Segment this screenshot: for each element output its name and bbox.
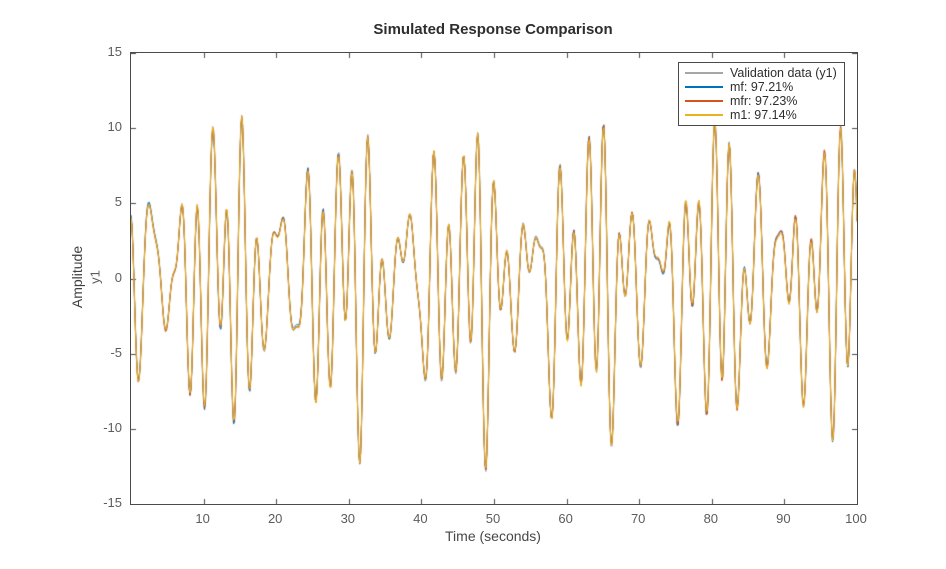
x-tick-label: 90 <box>776 511 791 526</box>
legend-line-swatch <box>685 72 723 74</box>
y-tick-label: -10 <box>103 419 122 435</box>
y-axis-label: Amplitude <box>69 245 85 309</box>
legend-label: mfr: 97.23% <box>730 94 798 108</box>
y-tick-label: -5 <box>110 344 122 360</box>
x-tick-label: 30 <box>340 511 356 526</box>
y-tick-label: 15 <box>107 44 122 59</box>
legend-item: m1: 97.14% <box>685 108 838 122</box>
x-axis-label: Time (seconds) <box>445 528 541 544</box>
y-tick-label: 5 <box>114 194 122 210</box>
legend-line-swatch <box>685 114 723 116</box>
legend-item: mf: 97.21% <box>685 80 838 94</box>
plot-canvas <box>131 53 857 504</box>
legend-label: m1: 97.14% <box>730 108 797 122</box>
plot-area <box>130 52 858 505</box>
legend-line-swatch <box>685 86 723 88</box>
legend-line-swatch <box>685 100 723 102</box>
chart-title: Simulated Response Comparison <box>373 21 613 38</box>
x-tick-label: 100 <box>845 511 867 526</box>
legend-label: Validation data (y1) <box>730 66 837 80</box>
y-tick-label: 0 <box>114 269 122 285</box>
x-tick-label: 20 <box>267 511 283 526</box>
x-tick-label: 60 <box>558 511 573 526</box>
x-tick-label: 10 <box>195 511 210 526</box>
legend-item: Validation data (y1) <box>685 66 838 80</box>
legend-item: mfr: 97.23% <box>685 94 838 108</box>
x-tick-label: 40 <box>413 511 428 526</box>
y-channel-label: y1 <box>87 270 103 284</box>
y-tick-label: 10 <box>107 119 122 135</box>
x-tick-label: 50 <box>485 511 501 526</box>
legend-label: mf: 97.21% <box>730 80 794 94</box>
y-tick-label: -15 <box>103 495 122 510</box>
x-tick-label: 80 <box>703 511 719 526</box>
x-tick-label: 70 <box>630 511 646 526</box>
legend: Validation data (y1) mf: 97.21% mfr: 97.23… <box>678 62 845 126</box>
